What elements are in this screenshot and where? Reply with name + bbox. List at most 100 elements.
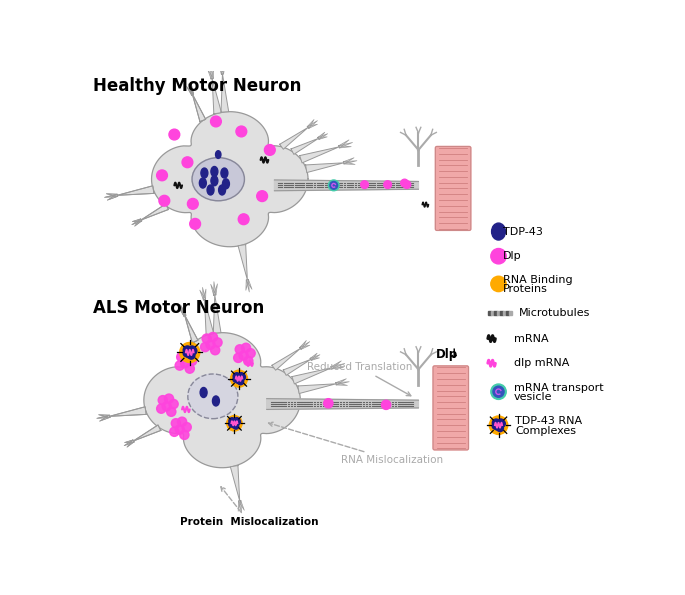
Polygon shape xyxy=(191,84,193,93)
Polygon shape xyxy=(184,314,198,343)
Circle shape xyxy=(236,126,247,137)
Polygon shape xyxy=(132,219,142,225)
Text: TDP-43 RNA: TDP-43 RNA xyxy=(515,416,582,427)
Polygon shape xyxy=(132,219,142,225)
FancyBboxPatch shape xyxy=(433,366,469,450)
Circle shape xyxy=(183,346,192,355)
Circle shape xyxy=(239,351,248,360)
Circle shape xyxy=(234,353,243,362)
Polygon shape xyxy=(135,219,142,226)
Circle shape xyxy=(241,343,251,352)
Ellipse shape xyxy=(207,185,214,195)
Circle shape xyxy=(330,181,338,189)
Text: Dlp: Dlp xyxy=(436,348,458,361)
Polygon shape xyxy=(221,74,229,112)
Bar xyxy=(497,311,500,315)
Polygon shape xyxy=(106,194,117,196)
Polygon shape xyxy=(308,121,317,129)
Polygon shape xyxy=(179,308,185,315)
Ellipse shape xyxy=(199,178,206,188)
Text: vesicle: vesicle xyxy=(514,392,552,402)
Circle shape xyxy=(202,334,211,343)
Polygon shape xyxy=(284,359,311,375)
Circle shape xyxy=(498,419,504,425)
Text: Reduced Translation: Reduced Translation xyxy=(307,362,412,396)
Ellipse shape xyxy=(201,168,208,178)
Circle shape xyxy=(235,345,245,354)
Polygon shape xyxy=(200,290,206,300)
Circle shape xyxy=(493,423,499,429)
Circle shape xyxy=(189,347,197,355)
Polygon shape xyxy=(188,88,193,95)
Bar xyxy=(509,311,512,315)
Polygon shape xyxy=(134,425,161,441)
Polygon shape xyxy=(219,63,223,74)
Polygon shape xyxy=(124,440,134,446)
Circle shape xyxy=(175,361,184,370)
Circle shape xyxy=(491,384,506,399)
Bar xyxy=(494,311,497,315)
Text: Microtubules: Microtubules xyxy=(519,308,590,318)
Circle shape xyxy=(498,420,506,427)
Polygon shape xyxy=(238,500,241,511)
Circle shape xyxy=(244,356,253,365)
Circle shape xyxy=(157,170,167,181)
Polygon shape xyxy=(300,345,310,349)
Circle shape xyxy=(188,356,197,365)
Circle shape xyxy=(238,372,245,378)
Polygon shape xyxy=(318,134,327,139)
Polygon shape xyxy=(291,139,319,154)
Ellipse shape xyxy=(492,223,506,240)
Circle shape xyxy=(233,377,239,383)
Circle shape xyxy=(238,378,244,385)
Circle shape xyxy=(229,418,236,424)
Polygon shape xyxy=(100,415,110,421)
Ellipse shape xyxy=(212,396,219,406)
Circle shape xyxy=(182,422,191,432)
Polygon shape xyxy=(191,86,194,95)
Ellipse shape xyxy=(216,151,221,158)
Polygon shape xyxy=(211,284,216,295)
Polygon shape xyxy=(117,186,154,195)
Circle shape xyxy=(361,181,369,189)
Circle shape xyxy=(162,402,171,411)
Polygon shape xyxy=(299,147,339,163)
Ellipse shape xyxy=(188,374,238,419)
Ellipse shape xyxy=(219,185,225,195)
Circle shape xyxy=(171,419,181,428)
Polygon shape xyxy=(246,280,249,292)
Polygon shape xyxy=(300,342,310,349)
Polygon shape xyxy=(203,287,206,300)
Circle shape xyxy=(179,430,189,440)
Text: Proteins: Proteins xyxy=(503,284,548,295)
Circle shape xyxy=(188,199,198,209)
Polygon shape xyxy=(204,299,214,335)
Polygon shape xyxy=(339,146,351,148)
Polygon shape xyxy=(272,349,301,370)
Circle shape xyxy=(233,424,238,429)
Polygon shape xyxy=(238,500,242,513)
Circle shape xyxy=(384,181,392,189)
Circle shape xyxy=(210,346,220,355)
Polygon shape xyxy=(185,315,198,343)
Circle shape xyxy=(213,338,222,347)
Circle shape xyxy=(190,218,201,229)
Text: Protein  Mislocalization: Protein Mislocalization xyxy=(179,487,319,527)
Ellipse shape xyxy=(192,158,245,201)
Circle shape xyxy=(238,374,245,380)
Ellipse shape xyxy=(211,167,218,177)
Ellipse shape xyxy=(211,176,218,186)
Polygon shape xyxy=(331,361,341,369)
Polygon shape xyxy=(99,415,110,418)
Polygon shape xyxy=(110,407,147,416)
Ellipse shape xyxy=(223,179,229,189)
Circle shape xyxy=(159,195,170,206)
Polygon shape xyxy=(336,379,347,385)
Circle shape xyxy=(229,421,234,427)
Circle shape xyxy=(227,415,242,431)
Circle shape xyxy=(179,343,200,362)
Polygon shape xyxy=(105,194,117,198)
Polygon shape xyxy=(182,306,186,316)
Circle shape xyxy=(177,417,187,427)
Polygon shape xyxy=(132,219,141,221)
